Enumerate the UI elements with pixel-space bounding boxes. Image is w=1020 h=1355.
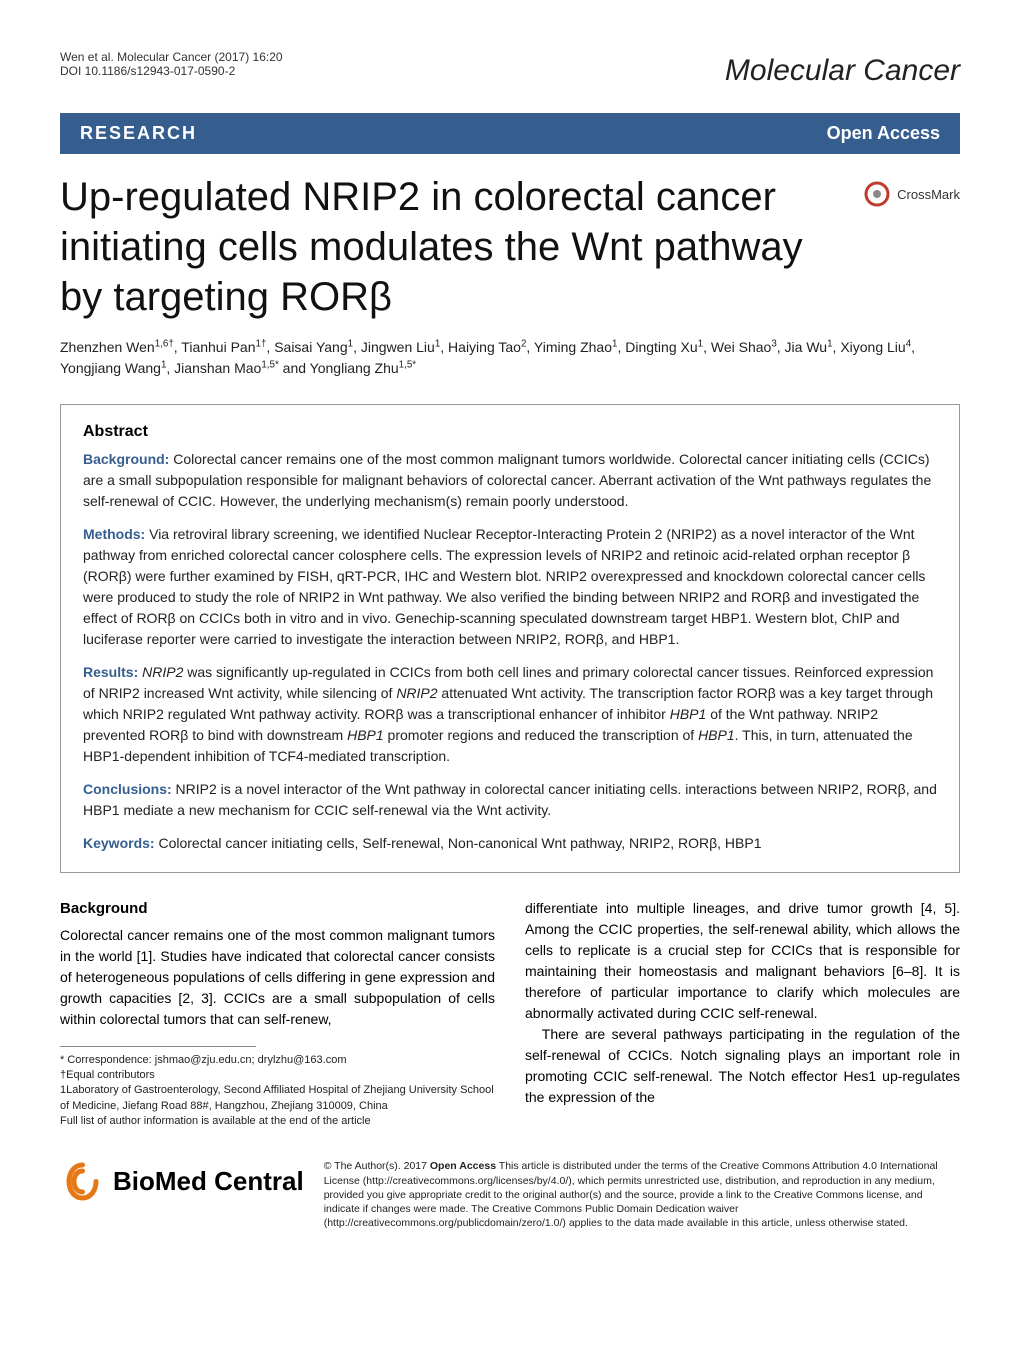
abstract-keywords: Keywords: Colorectal cancer initiating c… [83,833,937,854]
abstract-results: Results: NRIP2 was significantly up-regu… [83,662,937,767]
background-text-right-p1: differentiate into multiple lineages, an… [525,898,960,1024]
crossmark-badge[interactable]: CrossMark [863,180,960,208]
article-category: RESEARCH [80,123,197,144]
abstract-background-label: Background: [83,451,169,467]
abstract-background-text: Colorectal cancer remains one of the mos… [83,451,931,509]
crossmark-label: CrossMark [897,187,960,202]
abstract-methods-text: Via retroviral library screening, we ide… [83,526,925,647]
abstract-methods-label: Methods: [83,526,145,542]
footnote-divider [60,1046,256,1047]
crossmark-icon [863,180,891,208]
body-columns: Background Colorectal cancer remains one… [60,898,960,1129]
open-access-label: Open Access [827,123,940,144]
equal-contrib-footnote: †Equal contributors [60,1068,495,1083]
doi: DOI 10.1186/s12943-017-0590-2 [60,64,235,78]
background-text-left: Colorectal cancer remains one of the mos… [60,925,495,1030]
abstract-box: Abstract Background: Colorectal cancer r… [60,404,960,873]
abstract-results-label: Results: [83,664,138,680]
license-text: © The Author(s). 2017 Open Access This a… [324,1159,960,1230]
biomedcentral-logo[interactable]: BioMed Central [60,1159,304,1204]
abstract-background: Background: Colorectal cancer remains on… [83,449,937,512]
abstract-conclusions-label: Conclusions: [83,781,172,797]
page-footer: BioMed Central © The Author(s). 2017 Ope… [60,1159,960,1230]
correspondence-footnote: * Correspondence: jshmao@zju.edu.cn; dry… [60,1053,495,1068]
abstract-keywords-text: Colorectal cancer initiating cells, Self… [155,835,762,851]
abstract-conclusions-text: NRIP2 is a novel interactor of the Wnt p… [83,781,937,818]
bmc-icon [60,1159,105,1204]
abstract-results-text: NRIP2 was significantly up-regulated in … [83,664,933,764]
background-text-right-p2: There are several pathways participating… [525,1024,960,1108]
abstract-conclusions: Conclusions: NRIP2 is a novel interactor… [83,779,937,821]
bmc-logo-text: BioMed Central [113,1166,304,1197]
right-column: differentiate into multiple lineages, an… [525,898,960,1129]
category-banner: RESEARCH Open Access [60,113,960,154]
author-list: Zhenzhen Wen1,6†, Tianhui Pan1†, Saisai … [60,337,960,379]
abstract-methods: Methods: Via retroviral library screenin… [83,524,937,650]
full-list-footnote: Full list of author information is avail… [60,1114,495,1129]
citation: Wen et al. Molecular Cancer (2017) 16:20 [60,50,283,64]
abstract-heading: Abstract [83,423,937,441]
affiliation-footnote: 1Laboratory of Gastroenterology, Second … [60,1083,495,1114]
background-heading: Background [60,898,495,921]
article-title: Up-regulated NRIP2 in colorectal cancer … [60,172,843,322]
abstract-keywords-label: Keywords: [83,835,155,851]
left-column: Background Colorectal cancer remains one… [60,898,495,1129]
